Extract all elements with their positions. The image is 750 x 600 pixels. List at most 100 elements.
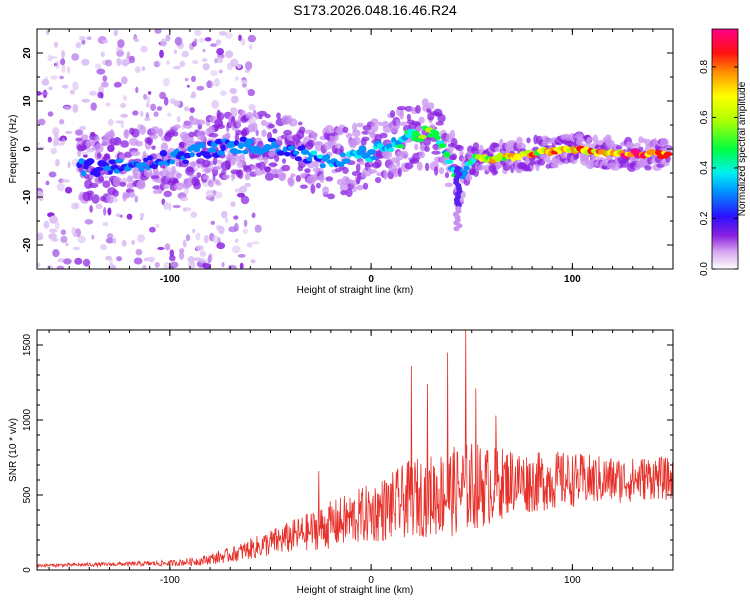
spectrogram-halo-blob	[256, 156, 265, 161]
spectrogram-noise-blob	[191, 228, 196, 234]
spectrogram-noise-blob	[206, 80, 214, 89]
spectrogram-noise-blob	[117, 39, 125, 48]
spectrogram-halo-blob	[242, 127, 250, 136]
spectrogram-halo-blob	[217, 112, 225, 121]
spectrogram-halo-blob	[191, 161, 196, 168]
spectrogram-noise-blob	[211, 235, 220, 243]
spectrogram-halo-blob	[415, 104, 421, 114]
spectrogram-noise-blob	[107, 207, 112, 216]
spectrogram-halo-blob	[537, 159, 546, 166]
spectrogram-ridge-point	[107, 170, 113, 175]
spectrogram-noise-blob	[248, 104, 256, 111]
spectrogram-ridge-point	[284, 151, 291, 157]
spectrogram-noise-blob	[207, 180, 215, 188]
colorbar-tick-label: 0.8	[699, 60, 710, 74]
spectrogram-halo-blob	[396, 158, 401, 168]
spectrogram-noise-blob	[37, 91, 42, 96]
spectrogram-halo-blob	[397, 106, 407, 111]
spectrogram-noise-blob	[60, 229, 67, 235]
spectrogram-ridge-point	[267, 137, 277, 143]
spectrogram-halo-blob	[264, 113, 271, 119]
spectrogram-halo-blob	[451, 153, 458, 161]
spectrogram-noise-blob	[215, 39, 222, 46]
spectrogram-noise-blob	[120, 119, 125, 129]
spectrogram-halo-blob	[334, 134, 339, 141]
spectrogram-halo-blob	[382, 149, 393, 160]
spectrogram-noise-blob	[81, 151, 89, 155]
spectrogram-halo-blob	[438, 167, 445, 175]
spectrogram-halo-blob	[390, 110, 396, 118]
spectrogram-halo-blob	[236, 119, 241, 129]
spectrogram-halo-blob	[112, 189, 119, 197]
spectrogram-halo-blob	[427, 102, 435, 110]
spectrogram-noise-blob	[173, 65, 182, 70]
spectrogram-noise-blob	[61, 64, 66, 73]
spectrogram-noise-blob	[52, 249, 60, 258]
spectrogram-noise-blob	[67, 66, 71, 74]
spectrogram-noise-blob	[159, 91, 167, 100]
spectrogram-noise-blob	[105, 59, 113, 67]
spectrogram-halo-blob	[339, 145, 344, 154]
spectrogram-noise-blob	[53, 41, 59, 48]
spectrogram-halo-blob	[370, 123, 379, 133]
spectrogram-ridge-point	[146, 155, 154, 161]
spectrogram-noise-blob	[60, 58, 66, 66]
colorbar-tick-label: 0.0	[699, 262, 710, 276]
spectrogram-noise-blob	[83, 154, 88, 158]
spectrogram-noise-blob	[250, 259, 256, 264]
spectrogram-noise-blob	[193, 38, 198, 44]
spectrogram-noise-blob	[247, 34, 257, 43]
spectrogram-ylabel: Frequency (Hz)	[8, 115, 19, 184]
spectrogram-noise-blob	[225, 217, 229, 224]
spectrogram-halo-blob	[282, 158, 286, 164]
spectrogram-halo-blob	[140, 178, 146, 187]
spectrogram-noise-blob	[39, 92, 49, 95]
spectrogram-noise-blob	[159, 49, 164, 59]
spectrogram-noise-blob	[248, 117, 256, 125]
spectrogram-noise-blob	[176, 116, 181, 123]
spectrogram-noise-blob	[162, 77, 170, 87]
spectrogram-noise-blob	[221, 262, 225, 268]
spectrogram-noise-blob	[169, 249, 175, 257]
spectrogram-ytick-label: -20	[22, 237, 33, 252]
spectrogram-halo-blob	[299, 184, 308, 189]
spectrogram-halo-blob	[444, 172, 450, 179]
spectrogram-halo-blob	[397, 167, 402, 178]
spectrogram-xtick-label: 0	[368, 274, 374, 285]
spectrogram-halo-blob	[268, 162, 278, 167]
spectrogram-ridge-point	[81, 170, 87, 177]
spectrogram-noise-blob	[187, 256, 195, 263]
spectrogram-noise-blob	[55, 158, 60, 167]
spectrogram-noise-blob	[143, 117, 151, 122]
spectrogram-halo-blob	[113, 136, 122, 146]
spectrogram-noise-blob	[65, 130, 73, 135]
spectrogram-noise-blob	[120, 113, 128, 118]
spectrogram-halo-blob	[418, 116, 425, 124]
spectrogram-noise-blob	[72, 246, 81, 251]
colorbar-tick-label: 0.4	[699, 161, 710, 175]
spectrogram-noise-blob	[220, 90, 227, 96]
spectrogram-noise-blob	[251, 241, 260, 245]
spectrogram-ridge-point	[461, 169, 468, 177]
spectrogram-noise-blob	[145, 102, 150, 108]
spectrogram-noise-blob	[190, 211, 198, 218]
spectrogram-noise-blob	[231, 245, 241, 254]
spectrogram-noise-blob	[43, 220, 50, 229]
spectrogram-ytick-label: 10	[22, 95, 33, 107]
spectrogram-noise-blob	[102, 39, 109, 44]
spectrogram-halo-blob	[471, 148, 481, 155]
spectrogram-ridge-point	[242, 149, 249, 155]
spectrogram-noise-blob	[203, 234, 209, 244]
spectrogram-halo-blob	[362, 182, 369, 190]
spectrogram-halo-blob	[224, 159, 231, 169]
spectrogram-noise-blob	[251, 212, 256, 219]
spectrogram-noise-blob	[178, 251, 185, 260]
spectrogram-halo-blob	[450, 138, 458, 147]
spectrogram-xtick-label: 100	[564, 274, 581, 285]
spectrogram-noise-blob	[196, 85, 205, 91]
spectrogram-ridge-point	[410, 135, 417, 142]
spectrogram-noise-blob	[86, 36, 92, 40]
spectrogram-halo-blob	[158, 128, 163, 138]
spectrogram-noise-blob	[247, 89, 255, 97]
